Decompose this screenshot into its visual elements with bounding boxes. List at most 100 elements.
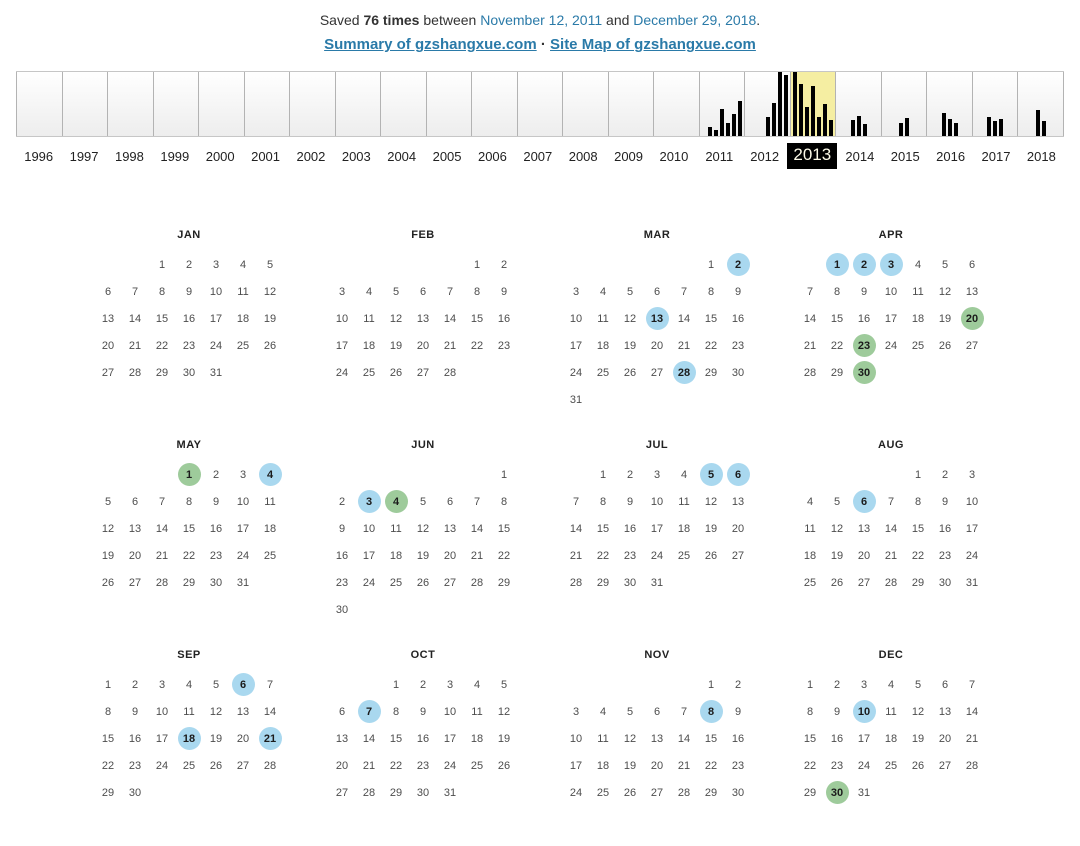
timeline-year-label-2001[interactable]: 2001	[243, 149, 288, 164]
snapshot-day-blue[interactable]: 8	[699, 700, 723, 723]
timeline-year-cell-2014[interactable]	[835, 72, 881, 136]
capture-count-bar[interactable]	[792, 72, 797, 136]
year-label[interactable]: 2012	[750, 148, 780, 164]
snapshot-day-green[interactable]: 30	[852, 361, 876, 384]
capture-count-bar[interactable]	[1041, 120, 1046, 136]
timeline-year-cell-2017[interactable]	[971, 72, 1018, 136]
capture-count-bar[interactable]	[816, 116, 821, 136]
snapshot-day-blue[interactable]: 3	[879, 253, 903, 276]
snapshot-day-blue[interactable]: 1	[825, 253, 849, 276]
timeline-year-label-1996[interactable]: 1996	[16, 149, 61, 164]
snapshot-day-blue[interactable]: 21	[258, 727, 282, 750]
snapshot-day-green[interactable]: 23	[852, 334, 876, 357]
year-label[interactable]: 2006	[477, 148, 507, 164]
year-label[interactable]: 2016	[936, 148, 966, 164]
capture-count-bar[interactable]	[993, 120, 998, 136]
timeline-year-cell-2013[interactable]	[789, 72, 836, 136]
year-label[interactable]: 2005	[432, 148, 462, 164]
snapshot-day-blue[interactable]: 18	[177, 727, 201, 750]
snapshot-day-blue[interactable]: 6	[726, 463, 750, 486]
capture-count-bar[interactable]	[714, 129, 719, 136]
timeline-year-label-2012[interactable]: 2012	[742, 149, 787, 164]
timeline-year-label-2013[interactable]: 2013	[787, 143, 838, 169]
sitemap-link[interactable]: Site Map of gzshangxue.com	[550, 36, 756, 53]
snapshot-day-green[interactable]: 30	[825, 781, 849, 804]
timeline-year-label-2005[interactable]: 2005	[424, 149, 469, 164]
snapshot-day-blue[interactable]: 28	[672, 361, 696, 384]
year-label[interactable]: 2009	[614, 148, 644, 164]
capture-count-bar[interactable]	[708, 127, 713, 136]
timeline-year-cell-2010[interactable]	[653, 72, 699, 136]
snapshot-day-green[interactable]: 20	[960, 307, 984, 330]
timeline-year-label-2011[interactable]: 2011	[697, 149, 742, 164]
first-capture-date-link[interactable]: November 12, 2011	[480, 12, 603, 28]
capture-count-bar[interactable]	[947, 119, 952, 136]
year-label[interactable]: 2002	[296, 148, 326, 164]
timeline-year-cell-2015[interactable]	[880, 72, 927, 136]
timeline-year-label-2004[interactable]: 2004	[379, 149, 424, 164]
timeline-year-label-2002[interactable]: 2002	[288, 149, 333, 164]
year-label[interactable]: 2015	[890, 148, 920, 164]
timeline-year-cell-2016[interactable]	[926, 72, 972, 136]
timeline-year-label-1997[interactable]: 1997	[61, 149, 106, 164]
year-label[interactable]: 2018	[1026, 148, 1056, 164]
capture-count-bar[interactable]	[856, 115, 861, 136]
snapshot-day-blue[interactable]: 6	[852, 490, 876, 513]
snapshot-day-blue[interactable]: 4	[258, 463, 282, 486]
timeline-year-cell-1999[interactable]	[152, 72, 199, 136]
timeline-year-cell-2002[interactable]	[289, 72, 335, 136]
timeline-year-cell-1996[interactable]	[16, 72, 62, 136]
timeline-year-label-2008[interactable]: 2008	[561, 149, 606, 164]
year-label[interactable]: 2010	[659, 148, 689, 164]
timeline-year-label-2000[interactable]: 2000	[198, 149, 243, 164]
timeline-year-label-2007[interactable]: 2007	[515, 149, 560, 164]
year-label[interactable]: 2017	[981, 148, 1011, 164]
snapshot-day-blue[interactable]: 5	[699, 463, 723, 486]
capture-count-bar[interactable]	[905, 118, 910, 136]
capture-count-bar[interactable]	[771, 102, 776, 136]
timeline-year-label-2018[interactable]: 2018	[1019, 149, 1064, 164]
timeline-year-cell-2006[interactable]	[471, 72, 517, 136]
capture-count-bar[interactable]	[798, 83, 803, 136]
timeline-year-label-2017[interactable]: 2017	[973, 149, 1018, 164]
year-label[interactable]: 2011	[705, 148, 734, 164]
year-label[interactable]: 2001	[251, 148, 281, 164]
timeline-year-cell-2001[interactable]	[243, 72, 290, 136]
timeline-year-label-2016[interactable]: 2016	[928, 149, 973, 164]
year-label[interactable]: 2008	[568, 148, 598, 164]
capture-count-bar[interactable]	[899, 123, 904, 136]
timeline-year-cell-2007[interactable]	[516, 72, 563, 136]
capture-count-bar[interactable]	[953, 123, 958, 136]
timeline-year-label-2006[interactable]: 2006	[470, 149, 515, 164]
capture-count-bar[interactable]	[1035, 110, 1040, 136]
snapshot-day-green[interactable]: 4	[384, 490, 408, 513]
capture-count-bar[interactable]	[941, 112, 946, 136]
capture-count-bar[interactable]	[765, 116, 770, 136]
timeline-year-label-1999[interactable]: 1999	[152, 149, 197, 164]
timeline-year-label-2014[interactable]: 2014	[837, 149, 882, 164]
year-label[interactable]: 1998	[114, 148, 144, 164]
capture-count-bar[interactable]	[738, 100, 743, 136]
timeline-year-cell-2008[interactable]	[562, 72, 608, 136]
capture-count-bar[interactable]	[999, 118, 1004, 136]
capture-count-bar[interactable]	[732, 114, 737, 136]
timeline-year-cell-2005[interactable]	[425, 72, 472, 136]
capture-count-bar[interactable]	[720, 109, 725, 136]
year-label[interactable]: 2004	[387, 148, 417, 164]
timeline-year-cell-2009[interactable]	[607, 72, 654, 136]
capture-count-bar[interactable]	[804, 107, 809, 136]
snapshot-day-blue[interactable]: 13	[645, 307, 669, 330]
capture-count-bar[interactable]	[987, 116, 992, 136]
timeline-year-cell-2018[interactable]	[1017, 72, 1064, 136]
year-label[interactable]: 2007	[523, 148, 553, 164]
timeline-year-label-2015[interactable]: 2015	[883, 149, 928, 164]
capture-count-bar[interactable]	[828, 120, 833, 136]
capture-count-bar[interactable]	[850, 120, 855, 136]
timeline-year-cell-2012[interactable]	[744, 72, 790, 136]
year-label[interactable]: 2000	[205, 148, 235, 164]
snapshot-day-blue[interactable]: 10	[852, 700, 876, 723]
timeline-year-label-1998[interactable]: 1998	[107, 149, 152, 164]
timeline-year-cell-1998[interactable]	[107, 72, 153, 136]
timeline-year-cell-1997[interactable]	[61, 72, 108, 136]
capture-count-bar[interactable]	[783, 75, 788, 136]
